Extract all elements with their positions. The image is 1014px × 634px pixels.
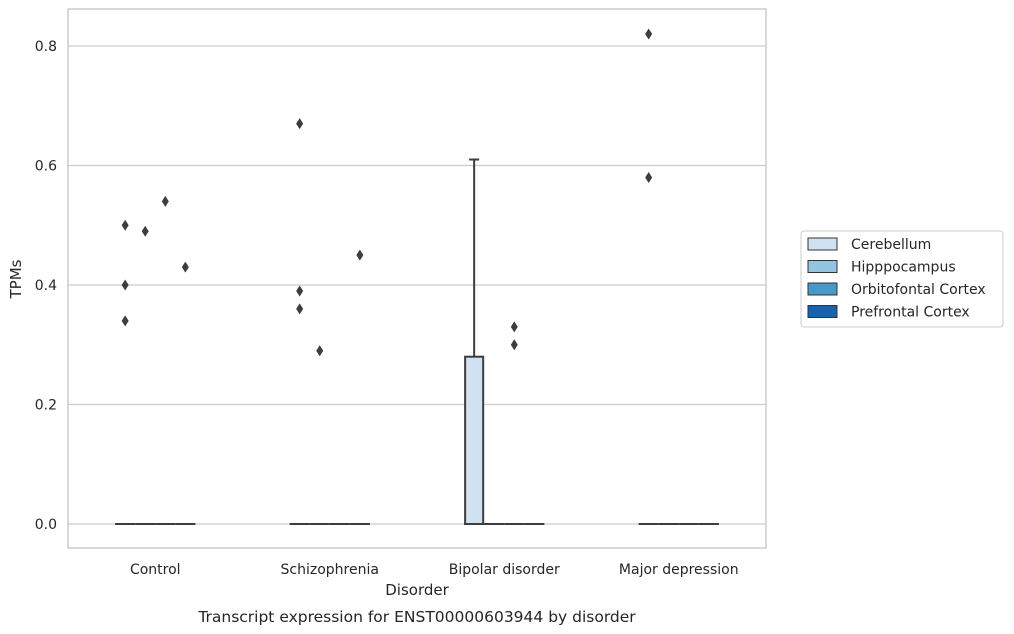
outlier-point: [510, 339, 518, 351]
x-tick-label: Major depression: [619, 562, 739, 578]
x-tick-label: Schizophrenia: [281, 562, 379, 578]
legend-label: Cerebellum: [851, 237, 931, 253]
outlier-point: [296, 118, 304, 130]
legend-label: Orbitofontal Cortex: [851, 282, 986, 298]
outlier-point: [181, 261, 189, 273]
y-tick-label: 0.0: [35, 517, 57, 533]
outlier-point: [121, 219, 129, 231]
outlier-point: [645, 171, 653, 183]
x-tick-label: Control: [130, 562, 181, 578]
legend-swatch: [807, 282, 838, 296]
legend: Cerebellum Hipppocampus Orbitofontal Corte…: [800, 230, 1004, 328]
outlier-point: [141, 225, 149, 237]
x-tick-label: Bipolar disorder: [449, 562, 560, 578]
gridlines: [68, 45, 766, 525]
y-tick-label: 0.2: [35, 398, 57, 414]
outlier-point: [121, 279, 129, 291]
legend-swatch: [807, 305, 838, 318]
plot-frame: [67, 8, 767, 549]
y-axis-ticks: 0.0 0.2 0.4 0.6 0.8: [35, 39, 57, 533]
legend-label: Prefrontal Cortex: [851, 305, 970, 321]
outlier-point: [161, 195, 169, 207]
outlier-point: [510, 321, 518, 333]
outlier-point: [316, 345, 324, 357]
legend-label: Hipppocampus: [851, 260, 956, 276]
chart-caption: Transcript expression for ENST0000060394…: [197, 608, 636, 626]
outlier-point: [121, 315, 129, 327]
box: [464, 355, 485, 526]
box-plot-marks: [115, 28, 719, 526]
outlier-point: [356, 249, 364, 261]
legend-frame: [800, 230, 1004, 328]
y-tick-label: 0.4: [35, 278, 57, 294]
outlier-point: [296, 303, 304, 315]
y-tick-label: 0.6: [35, 159, 57, 175]
legend-swatch: [807, 237, 838, 251]
y-axis-title: TPMs: [7, 259, 25, 299]
legend-swatch: [807, 260, 838, 273]
outlier-point: [645, 28, 653, 40]
outlier-point: [296, 285, 304, 297]
x-axis-ticks: Control Schizophrenia Bipolar disorder Majo…: [130, 562, 739, 578]
y-tick-label: 0.8: [35, 39, 57, 55]
x-axis-title: Disorder: [385, 581, 449, 599]
